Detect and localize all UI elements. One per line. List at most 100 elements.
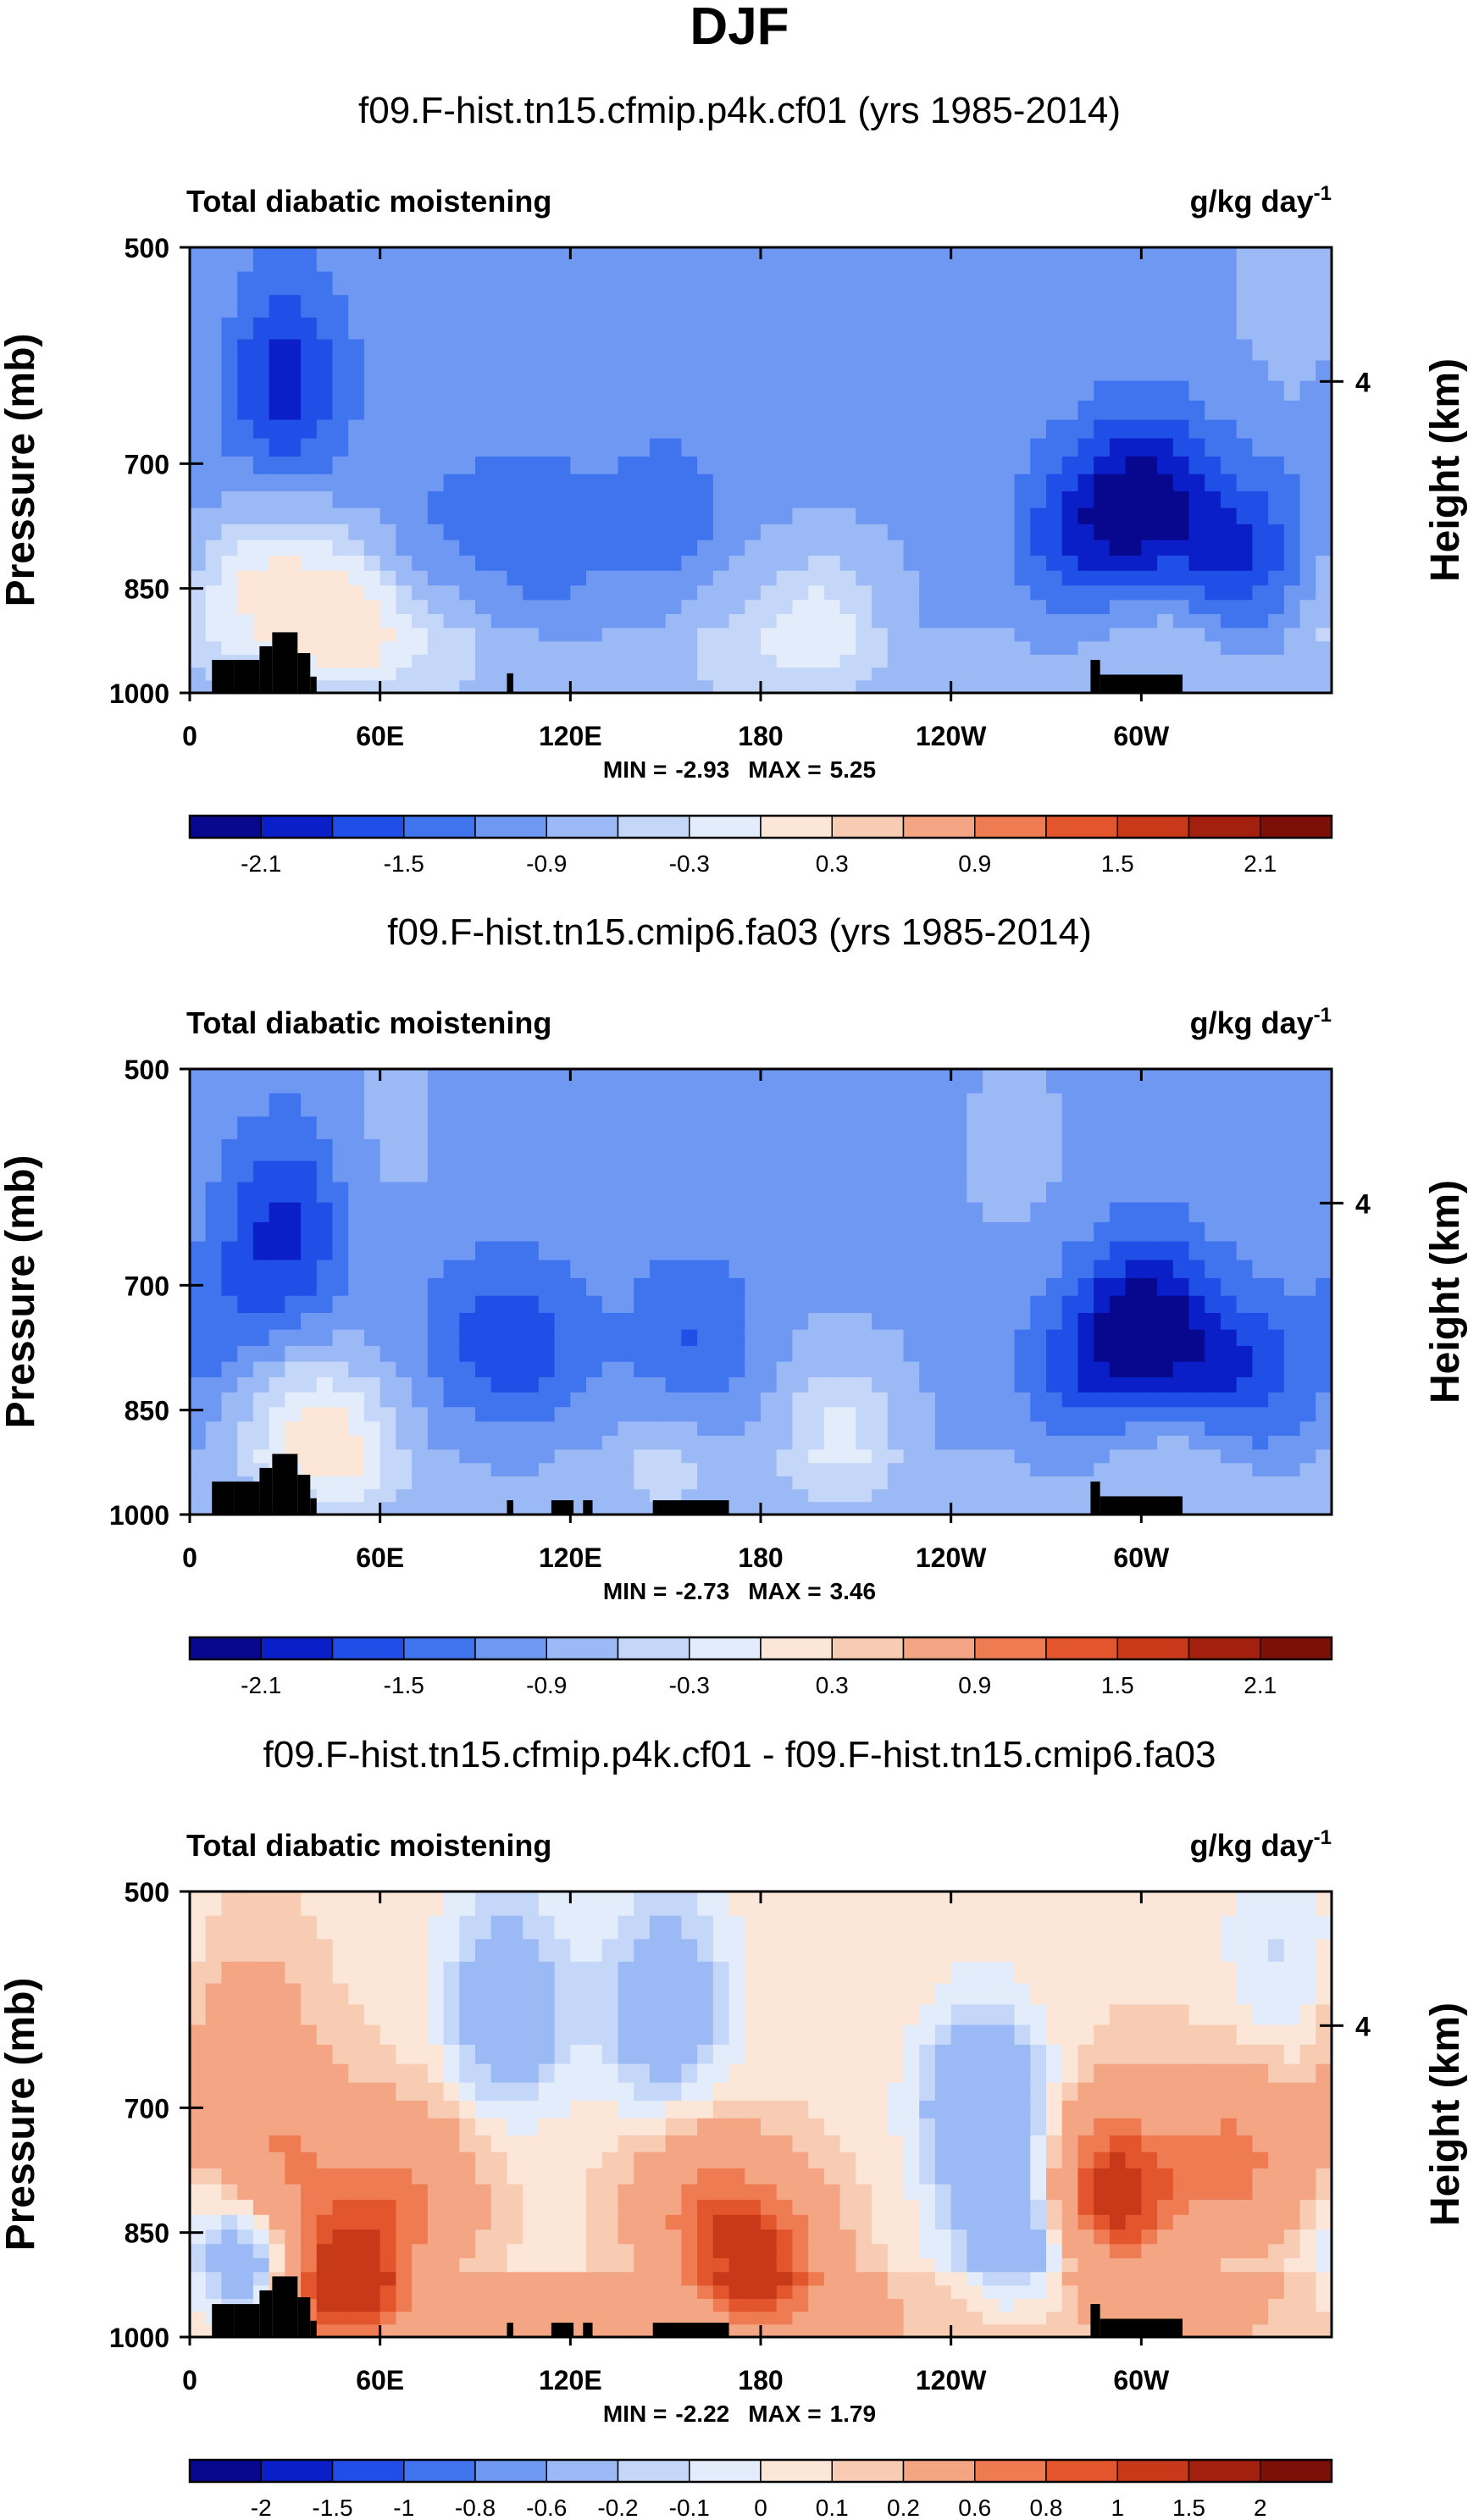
- contour-cell: [1205, 1449, 1221, 1464]
- contour-cell: [1220, 1182, 1238, 1204]
- contour-cell: [792, 555, 809, 572]
- contour-cell: [1109, 1260, 1127, 1279]
- contour-cell: [950, 654, 967, 668]
- contour-cell: [745, 1449, 762, 1464]
- contour-cell: [1299, 1489, 1316, 1503]
- contour-cell: [697, 247, 714, 273]
- contour-cell: [427, 2152, 445, 2169]
- contour-cell: [697, 628, 714, 642]
- contour-cell: [570, 523, 587, 541]
- contour-cell: [697, 271, 714, 296]
- contour-cell: [1157, 419, 1174, 440]
- contour-cell: [808, 1502, 825, 1515]
- contour-cell: [269, 295, 285, 318]
- contour-cell: [761, 628, 778, 642]
- contour-cell: [967, 1376, 983, 1393]
- contour-cell: [221, 339, 238, 362]
- contour-cell: [237, 2229, 254, 2245]
- contour-cell: [761, 1241, 778, 1261]
- contour-cell: [269, 2004, 285, 2026]
- contour-cell: [570, 474, 587, 492]
- contour-cell: [761, 2257, 778, 2273]
- contour-cell: [634, 1449, 651, 1464]
- contour-cell: [490, 2152, 508, 2169]
- contour-cell: [1077, 339, 1094, 362]
- contour-cell: [301, 1392, 318, 1408]
- contour-cell: [1046, 360, 1063, 382]
- contour-cell: [363, 613, 381, 629]
- contour-cell: [839, 654, 856, 668]
- contour-cell: [967, 613, 983, 629]
- contour-cell: [1077, 523, 1094, 541]
- contour-cell: [396, 317, 413, 341]
- contour-cell: [570, 1489, 587, 1503]
- contour-cell: [586, 271, 603, 296]
- contour-cell: [712, 1983, 730, 2006]
- contour-cell: [839, 1241, 856, 1261]
- contour-cell: [190, 523, 207, 541]
- contour-cell: [1220, 1476, 1238, 1490]
- contour-cell: [475, 1312, 492, 1331]
- contour-cell: [396, 1093, 413, 1117]
- contour-cell: [1109, 1463, 1127, 1477]
- contour-cell: [808, 317, 825, 341]
- contour-cell: [697, 2244, 714, 2259]
- contour-cell: [396, 613, 413, 629]
- contour-cell: [332, 1392, 349, 1408]
- contour-cell: [443, 2272, 460, 2286]
- contour-cell: [1046, 1295, 1063, 1314]
- contour-cell: [252, 1277, 270, 1297]
- contour-cell: [538, 1376, 556, 1393]
- contour-cell: [285, 1093, 302, 1117]
- contour-cell: [967, 339, 983, 362]
- contour-cell: [379, 2100, 396, 2119]
- contour-cell: [332, 317, 349, 341]
- contour-cell: [1268, 600, 1285, 615]
- contour-cell: [967, 1160, 983, 1183]
- contour-cell: [1014, 1116, 1031, 1140]
- contour-cell: [967, 1345, 983, 1363]
- contour-cell: [1188, 247, 1205, 273]
- contour-cell: [538, 555, 556, 572]
- contour-cell: [538, 2063, 556, 2084]
- contour-cell: [601, 295, 619, 318]
- contour-cell: [761, 2272, 778, 2286]
- contour-cell: [1283, 456, 1301, 475]
- contour-cell: [554, 380, 571, 402]
- contour-cell: [1030, 1392, 1047, 1408]
- contour-cell: [554, 1435, 571, 1450]
- contour-cell: [285, 419, 302, 440]
- contour-cell: [950, 1202, 967, 1223]
- contour-cell: [475, 2184, 492, 2201]
- contour-cell: [1220, 1502, 1238, 1515]
- contour-cell: [712, 247, 730, 273]
- contour-cell: [998, 1160, 1016, 1183]
- contour-cell: [808, 507, 825, 525]
- contour-cell: [538, 456, 556, 475]
- contour-cell: [570, 1221, 587, 1243]
- contour-cell: [681, 2063, 698, 2084]
- contour-cell: [1205, 1069, 1221, 1094]
- contour-cell: [427, 2214, 445, 2230]
- contour-cell: [554, 295, 571, 318]
- contour-cell: [332, 2118, 349, 2136]
- contour-cell: [1061, 1277, 1079, 1297]
- contour-cell: [459, 1329, 476, 1347]
- contour-cell: [1205, 295, 1221, 318]
- contour-cell: [983, 1421, 1000, 1437]
- contour-cell: [523, 2168, 540, 2185]
- contour-cell: [205, 1983, 223, 2006]
- contour-cell: [475, 1915, 492, 1940]
- topography-mask: [583, 1500, 593, 1515]
- contour-cell: [570, 1093, 587, 1117]
- contour-cell: [348, 1376, 365, 1393]
- contour-cell: [396, 2312, 413, 2325]
- contour-cell: [872, 1476, 889, 1490]
- contour-cell: [823, 1241, 841, 1261]
- contour-cell: [1030, 555, 1047, 572]
- contour-cell: [269, 2063, 285, 2084]
- contour-cell: [1220, 1345, 1238, 1363]
- contour-cell: [839, 1329, 856, 1347]
- contour-cell: [332, 1277, 349, 1297]
- contour-cell: [252, 600, 270, 615]
